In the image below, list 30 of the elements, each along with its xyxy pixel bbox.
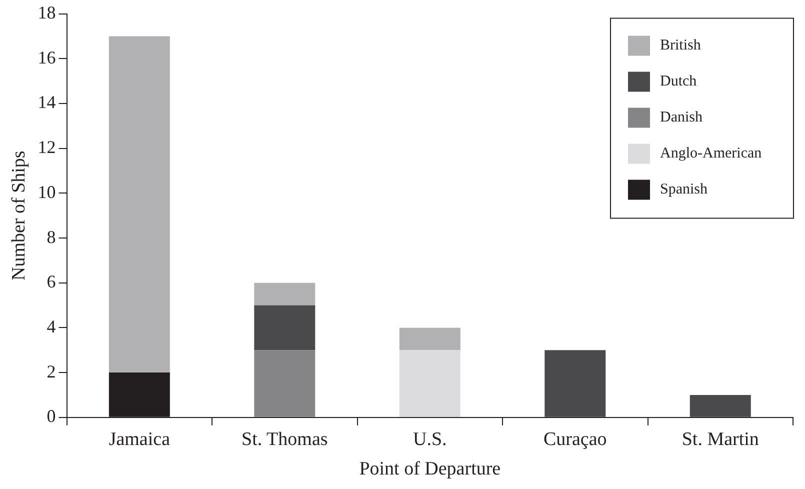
bar [399,328,460,350]
x-tick-label: Curaçao [543,428,607,450]
bar [254,282,316,306]
y-tick-label: 4 [46,316,56,336]
bar [399,350,460,417]
x-tick-label: St. Martin [682,428,760,450]
y-tick-label: 2 [46,361,56,382]
bar [254,305,316,350]
bar [544,350,606,417]
y-tick-label: 8 [46,226,56,247]
legend-label: Spanish [660,182,708,198]
bar [254,350,316,417]
x-axis-title: Point of Departure [359,458,501,480]
y-tick-label: 0 [46,406,56,426]
y-tick-label: 14 [38,92,56,112]
y-tick-label: 6 [46,272,56,292]
y-axis-title: Number of Ships [8,150,30,281]
legend-label: British [660,38,702,54]
y-tick-label: 12 [38,137,56,158]
bar [690,394,751,417]
legend-label: Dutch [660,74,698,90]
legend-label: Anglo-American [660,146,762,162]
y-tick-label: 16 [38,47,56,68]
y-tick-label: 10 [38,182,56,202]
x-tick-label: Jamaica [108,428,171,450]
x-tick-label: U.S. [413,428,447,450]
bar [108,36,170,373]
y-tick-label: 18 [38,2,56,23]
legend-label: Danish [660,110,703,126]
x-tick-label: St. Thomas [242,428,328,450]
